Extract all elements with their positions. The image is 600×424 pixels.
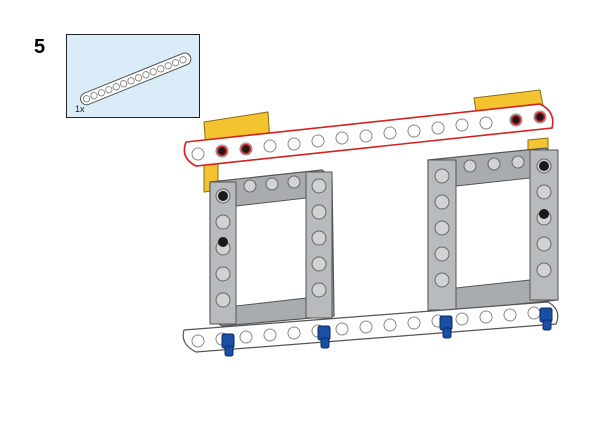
blue-pin [317,325,331,349]
part-quantity: 1x [75,104,85,114]
blue-pin [539,307,553,331]
gray-frame-right [427,147,559,313]
bottom-beam [182,301,559,353]
gray-frame-left [209,169,335,327]
blue-pin [439,315,453,339]
step-number: 5 [34,36,46,58]
blue-pin [221,333,235,357]
parts-callout: 1x [66,34,200,118]
beam-part-icon [80,52,192,106]
top-beam-highlighted [183,103,554,167]
